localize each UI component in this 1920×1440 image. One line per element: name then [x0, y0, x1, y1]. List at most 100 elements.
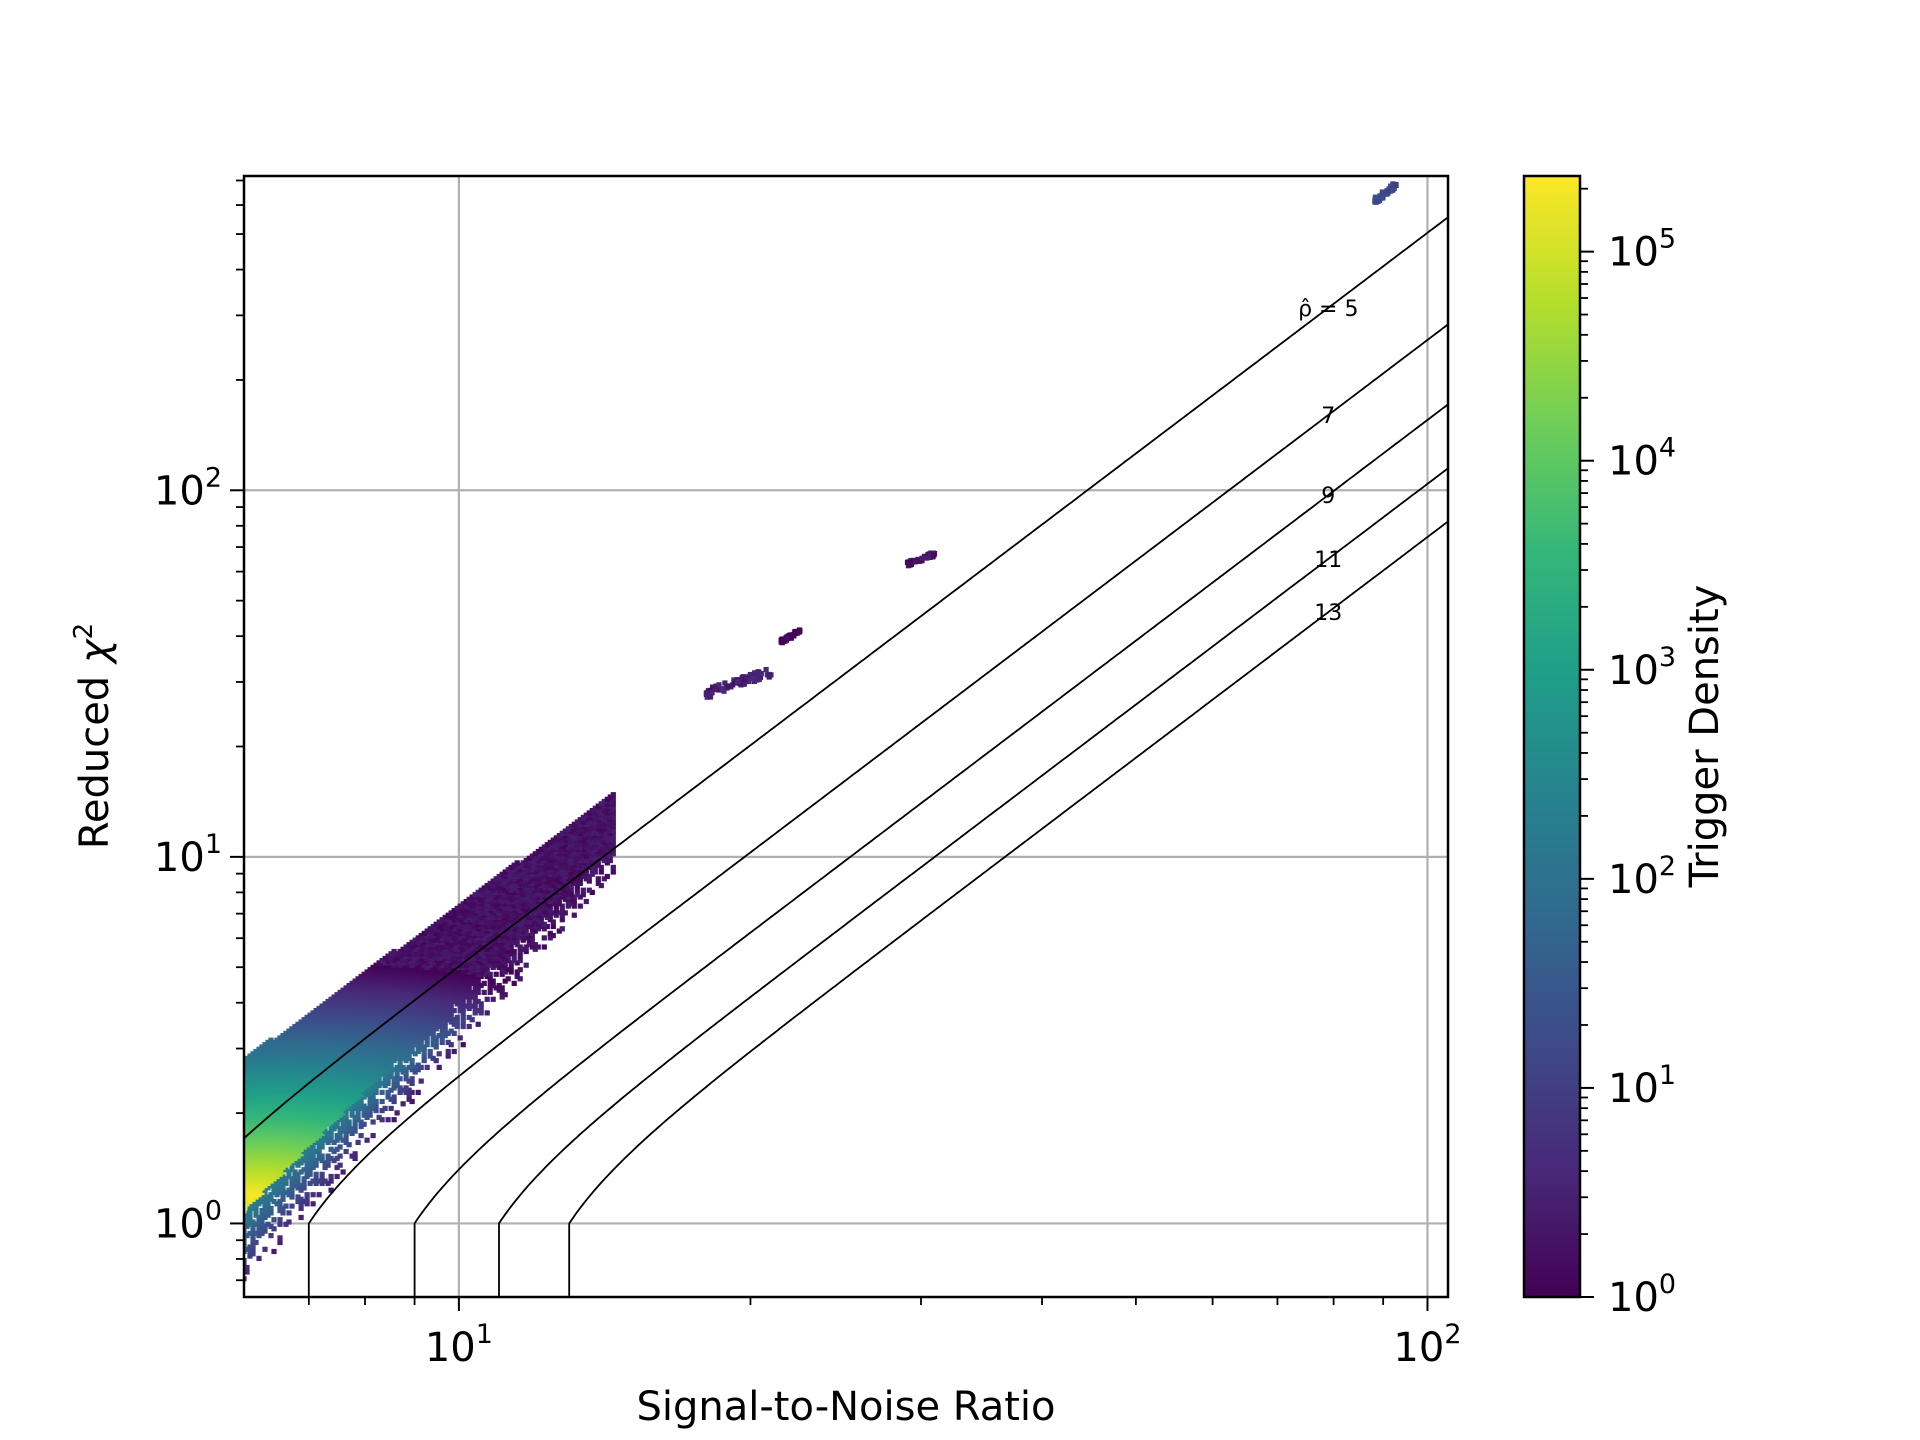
density-bin [418, 1019, 424, 1025]
density-bin [487, 935, 493, 941]
density-bin [427, 1026, 433, 1032]
density-bin [349, 1076, 355, 1082]
density-bin [415, 1008, 421, 1014]
density-bin [376, 996, 382, 1002]
density-bin [475, 944, 481, 950]
density-bin [250, 1205, 256, 1211]
density-bin [295, 1067, 301, 1073]
density-bin [346, 1055, 352, 1061]
density-bin [397, 1026, 403, 1032]
density-bin [406, 1051, 412, 1057]
density-bin [349, 1080, 355, 1086]
density-bin [457, 935, 463, 941]
density-bin [322, 1178, 328, 1184]
density-bin [601, 808, 607, 814]
density-bin [376, 1064, 382, 1070]
density-bin [319, 1044, 325, 1050]
density-bin [610, 796, 616, 802]
density-bin [484, 973, 490, 980]
density-bin [331, 1117, 337, 1123]
density-bin [361, 1089, 367, 1095]
density-bin [307, 1121, 313, 1127]
density-bin [448, 1014, 454, 1020]
density-bin [493, 898, 499, 905]
density-bin [358, 1028, 364, 1034]
density-bin [421, 948, 427, 955]
density-bin [466, 992, 472, 998]
density-bin [541, 844, 547, 850]
density-bin [484, 883, 490, 889]
density-bin [307, 1044, 313, 1050]
density-bin [409, 1089, 415, 1095]
density-bin [337, 1080, 343, 1086]
density-bin [244, 1096, 250, 1102]
density-bin [556, 910, 562, 916]
density-bin [406, 969, 412, 975]
density-bin [577, 880, 583, 886]
density-bin [268, 1146, 274, 1152]
density-bin [403, 1085, 409, 1091]
density-bin [526, 878, 532, 884]
density-bin [352, 1087, 358, 1093]
density-bin [418, 1033, 424, 1039]
density-bin [466, 928, 472, 934]
tick-label: 101 [425, 1319, 493, 1371]
density-bin [304, 1119, 310, 1125]
density-bin [499, 876, 505, 882]
density-bin [547, 908, 553, 914]
density-bin [481, 889, 487, 895]
density-bin [394, 960, 400, 966]
density-bin [271, 1071, 277, 1077]
density-bin [385, 1058, 391, 1064]
density-bin [445, 989, 451, 995]
density-bin [319, 1048, 325, 1055]
density-bin [508, 878, 514, 884]
density-bin [457, 926, 463, 932]
density-bin [334, 1155, 340, 1161]
density-bin [442, 1033, 448, 1039]
density-bin [244, 1083, 250, 1089]
density-bin [397, 1058, 403, 1064]
density-bin [331, 1089, 337, 1095]
density-bin [418, 964, 424, 970]
density-bin [466, 1014, 472, 1020]
density-bin [355, 1067, 361, 1073]
density-bin [409, 958, 415, 964]
density-bin [574, 883, 580, 889]
density-bin [367, 1026, 373, 1032]
density-bin [523, 944, 529, 950]
density-bin [601, 844, 607, 850]
density-bin [607, 830, 613, 836]
density-bin [364, 1019, 370, 1025]
density-bin [322, 1019, 328, 1025]
density-bin [412, 955, 418, 961]
density-bin [520, 883, 526, 889]
density-bin [382, 1023, 388, 1030]
density-bin [454, 1014, 460, 1020]
density-bin [277, 1208, 283, 1214]
density-bin [484, 933, 490, 939]
density-bin [427, 1008, 433, 1014]
density-bin [340, 996, 346, 1002]
density-bin [538, 846, 544, 852]
density-bin [274, 1123, 280, 1130]
density-bin [604, 805, 610, 811]
density-bin [433, 1003, 439, 1009]
density-bin [460, 987, 466, 993]
density-bin [316, 1055, 322, 1061]
density-bin [580, 842, 586, 848]
density-bin [547, 871, 553, 877]
density-bin [472, 987, 478, 993]
density-bin [505, 867, 511, 873]
density-bin [574, 887, 580, 893]
density-bin [325, 1098, 331, 1105]
density-bin [373, 1030, 379, 1036]
density-bin [589, 839, 595, 845]
density-bin [451, 935, 457, 941]
density-bin [427, 948, 433, 955]
density-bin [562, 855, 568, 861]
density-bin [568, 842, 574, 848]
density-bin [703, 691, 709, 697]
density-bin [442, 933, 448, 939]
density-bin [532, 942, 538, 948]
